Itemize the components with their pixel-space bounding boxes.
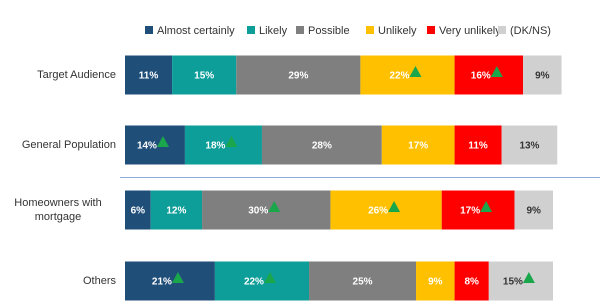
bar-segment bbox=[125, 261, 215, 301]
data-label: 13% bbox=[519, 141, 539, 152]
data-label: 25% bbox=[353, 277, 373, 288]
data-label: 14% bbox=[137, 141, 157, 152]
bar-segment bbox=[454, 261, 489, 301]
up-marker bbox=[171, 272, 184, 283]
data-label: 26% bbox=[368, 206, 388, 217]
legend-swatch bbox=[427, 26, 435, 34]
up-marker bbox=[225, 136, 238, 147]
category-label: Homeowners with mortgage bbox=[14, 197, 102, 223]
category-label: Others bbox=[82, 275, 116, 287]
data-label: 15% bbox=[194, 71, 214, 82]
bar-segment bbox=[309, 261, 417, 301]
up-marker bbox=[522, 272, 535, 283]
data-label: 22% bbox=[389, 71, 409, 82]
data-label: 12% bbox=[166, 206, 186, 217]
bar-segment bbox=[454, 55, 524, 95]
bar-segment bbox=[184, 125, 262, 165]
data-label: 6% bbox=[131, 206, 146, 217]
up-marker bbox=[409, 66, 422, 77]
bar-segment bbox=[488, 261, 553, 301]
up-marker bbox=[268, 201, 281, 212]
data-label: 17% bbox=[408, 141, 428, 152]
bar-segment bbox=[441, 190, 515, 230]
legend-label: Likely bbox=[259, 25, 288, 37]
bar-segment bbox=[381, 125, 455, 165]
legend-swatch bbox=[366, 26, 374, 34]
data-label: 30% bbox=[248, 206, 268, 217]
bar-segment bbox=[416, 261, 455, 301]
bar-segment bbox=[501, 125, 558, 165]
up-marker bbox=[480, 201, 493, 212]
bar-segment bbox=[523, 55, 562, 95]
legend-label: Possible bbox=[308, 25, 350, 37]
legend-label: Almost certainly bbox=[157, 25, 235, 37]
bar-segment bbox=[514, 190, 553, 230]
data-label: 11% bbox=[468, 141, 488, 152]
up-marker bbox=[263, 272, 276, 283]
bar-segment bbox=[454, 125, 502, 165]
legend-swatch bbox=[145, 26, 153, 34]
data-label: 22% bbox=[244, 277, 264, 288]
bar-segment bbox=[214, 261, 310, 301]
bar-segment bbox=[330, 190, 442, 230]
bar-segment bbox=[236, 55, 361, 95]
up-marker bbox=[156, 136, 169, 147]
up-marker bbox=[490, 66, 503, 77]
bar-segment bbox=[360, 55, 455, 95]
bar-segment bbox=[172, 55, 237, 95]
data-label: 28% bbox=[312, 141, 332, 152]
legend-label: (DK/NS) bbox=[510, 25, 551, 37]
bar-segment bbox=[125, 125, 185, 165]
data-label: 16% bbox=[471, 71, 491, 82]
legend-label: Very unlikely bbox=[439, 25, 501, 37]
data-label: 11% bbox=[139, 71, 159, 82]
legend-label: Unlikely bbox=[378, 25, 417, 37]
up-marker bbox=[388, 201, 401, 212]
category-label: General Population bbox=[21, 139, 116, 151]
data-label: 18% bbox=[205, 141, 225, 152]
legend-swatch bbox=[296, 26, 304, 34]
data-label: 15% bbox=[503, 277, 523, 288]
bar-segment bbox=[125, 55, 173, 95]
data-label: 21% bbox=[152, 277, 172, 288]
bar-segment bbox=[125, 190, 151, 230]
bar-segment bbox=[261, 125, 382, 165]
bar-segment bbox=[202, 190, 331, 230]
data-label: 9% bbox=[428, 277, 443, 288]
data-label: 17% bbox=[460, 206, 480, 217]
data-label: 9% bbox=[535, 71, 550, 82]
legend-swatch bbox=[247, 26, 255, 34]
legend-swatch bbox=[498, 26, 506, 34]
category-label: Target Audience bbox=[37, 69, 116, 81]
data-label: 29% bbox=[288, 71, 308, 82]
data-label: 8% bbox=[464, 277, 479, 288]
bar-segment bbox=[150, 190, 203, 230]
data-label: 9% bbox=[527, 206, 542, 217]
